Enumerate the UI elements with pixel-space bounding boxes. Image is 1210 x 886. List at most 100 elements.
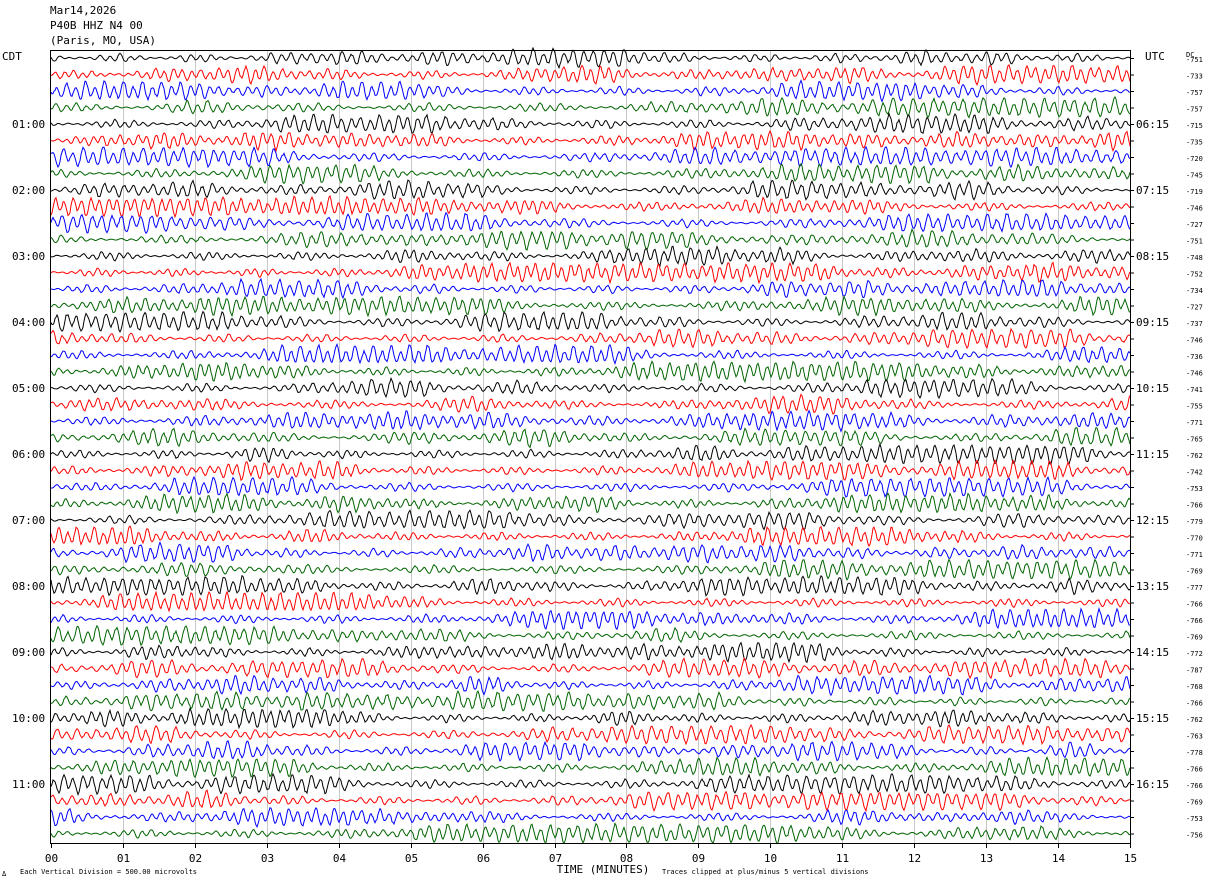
dc-offset-label: -737 (1186, 320, 1203, 328)
trace-line-12 (50, 227, 1131, 251)
dc-offset-label: -771 (1186, 419, 1203, 427)
cdt-hour-label: 10:00 (12, 712, 45, 725)
cdt-hour-label: 01:00 (12, 118, 45, 131)
trace-line-5 (50, 111, 1131, 135)
utc-hour-label: 07:15 (1136, 184, 1169, 197)
dc-offset-label: -766 (1186, 502, 1203, 510)
trace-line-3 (50, 79, 1131, 103)
trace-line-10 (50, 194, 1131, 219)
dc-offset-label: -762 (1186, 452, 1203, 460)
dc-offset-label: -779 (1186, 518, 1203, 526)
trace-line-20 (50, 360, 1131, 384)
dc-offset-label: -769 (1186, 799, 1203, 807)
dc-offset-label: -746 (1186, 337, 1203, 345)
dc-offset-label: -733 (1186, 73, 1203, 81)
x-tick-label: 09 (692, 852, 705, 865)
trace-line-39 (50, 674, 1131, 697)
cdt-hour-label: 04:00 (12, 316, 45, 329)
dc-offset-label: -735 (1186, 139, 1203, 147)
utc-hour-label: 16:15 (1136, 778, 1169, 791)
left-axis-label: CDT (2, 50, 22, 63)
x-tick-label: 05 (405, 852, 418, 865)
trace-line-40 (50, 690, 1131, 712)
trace-line-37 (50, 641, 1131, 664)
header-location: (Paris, MO, USA) (50, 34, 156, 47)
trace-line-38 (50, 657, 1131, 680)
trace-lines (50, 46, 1131, 845)
trace-line-19 (50, 343, 1131, 366)
trace-line-35 (50, 606, 1131, 631)
trace-line-45 (50, 772, 1131, 796)
dc-offset-label: -727 (1186, 221, 1203, 229)
trace-line-23 (50, 409, 1131, 433)
trace-line-41 (50, 707, 1131, 730)
x-tick-label: 07 (549, 852, 562, 865)
dc-offset-label: -736 (1186, 353, 1203, 361)
plot-frame (50, 50, 1131, 844)
dc-offset-label: -727 (1186, 304, 1203, 312)
trace-line-17 (50, 310, 1131, 333)
header-station: P40B HHZ N4 00 (50, 19, 143, 32)
dc-offset-label: -777 (1186, 584, 1203, 592)
dc-offset-label: -745 (1186, 172, 1203, 180)
x-tick-label: 11 (836, 852, 849, 865)
utc-hour-label: 15:15 (1136, 712, 1169, 725)
dc-offset-label: -766 (1186, 601, 1203, 609)
trace-line-34 (50, 590, 1130, 613)
x-tick-label: 03 (261, 852, 274, 865)
x-tick-label: 12 (908, 852, 921, 865)
dc-offset-label: -768 (1186, 683, 1203, 691)
right-axis-label: UTC (1145, 50, 1165, 63)
trace-line-31 (50, 540, 1131, 564)
x-tick-label: 04 (333, 852, 347, 865)
x-tick-label: 14 (1052, 852, 1066, 865)
trace-line-27 (50, 475, 1131, 498)
dc-offset-label: -756 (1186, 832, 1203, 840)
dc-offset-label: -734 (1186, 287, 1203, 295)
utc-hour-label: 10:15 (1136, 382, 1169, 395)
cdt-hour-label: 02:00 (12, 184, 45, 197)
utc-hour-label: 09:15 (1136, 316, 1169, 329)
dc-offset-label: -720 (1186, 155, 1203, 163)
trace-line-47 (50, 807, 1131, 828)
trace-line-44 (50, 756, 1131, 779)
trace-line-1 (50, 46, 1131, 70)
dc-offset-label: -753 (1186, 485, 1203, 493)
cdt-hour-label: 05:00 (12, 382, 45, 395)
trace-line-14 (50, 261, 1131, 285)
x-tick-label: 15 (1124, 852, 1137, 865)
footer-left-mark: Δ (2, 870, 7, 878)
trace-line-9 (50, 179, 1131, 201)
trace-line-26 (50, 459, 1131, 482)
trace-line-30 (50, 525, 1131, 548)
trace-line-16 (50, 294, 1131, 318)
trace-line-15 (50, 277, 1131, 300)
trace-line-29 (50, 509, 1131, 531)
trace-line-25 (50, 442, 1131, 466)
trace-line-46 (50, 789, 1131, 813)
x-tick-label: 06 (477, 852, 490, 865)
trace-line-13 (50, 244, 1131, 267)
trace-line-24 (50, 426, 1131, 449)
x-tick-label: 10 (764, 852, 777, 865)
dc-offset-label: -752 (1186, 271, 1203, 279)
x-tick-label: 00 (45, 852, 58, 865)
dc-offset-label: -755 (1186, 403, 1203, 411)
cdt-hour-label: 11:00 (12, 778, 45, 791)
dc-offset-label: -772 (1186, 650, 1203, 658)
dc-offset-label: -766 (1186, 617, 1203, 625)
trace-line-33 (50, 574, 1131, 597)
trace-line-6 (50, 129, 1131, 153)
trace-line-2 (50, 64, 1131, 87)
trace-line-21 (50, 376, 1131, 400)
utc-hour-label: 08:15 (1136, 250, 1169, 263)
x-tick-label: 13 (980, 852, 993, 865)
trace-line-7 (50, 145, 1131, 169)
dc-offset-label: -765 (1186, 436, 1203, 444)
trace-line-18 (50, 327, 1131, 350)
trace-line-4 (50, 96, 1131, 119)
dc-offset-label: -746 (1186, 205, 1203, 213)
dc-offset-label: -751 (1186, 238, 1203, 246)
dc-offset-label: -778 (1186, 749, 1203, 757)
